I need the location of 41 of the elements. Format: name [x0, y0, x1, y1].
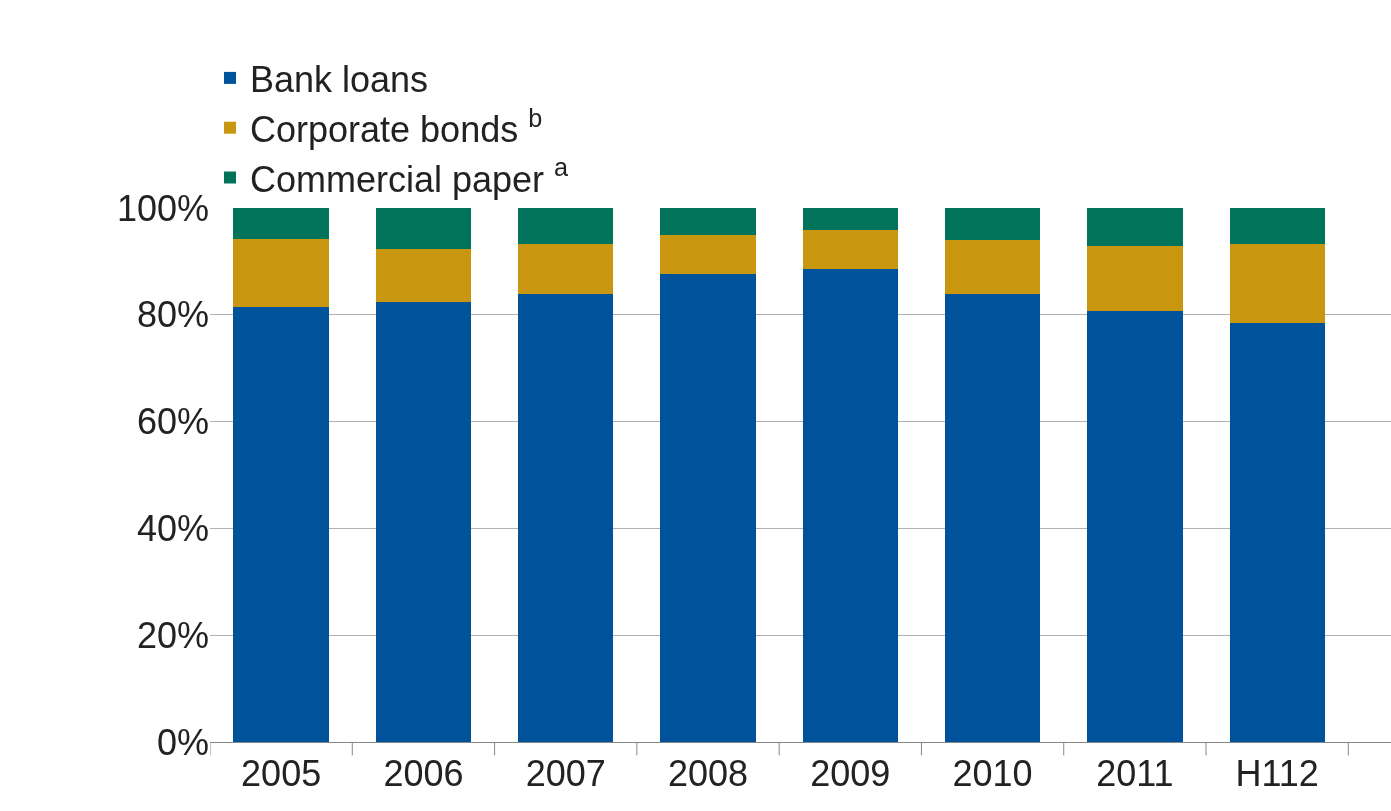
bar [660, 208, 756, 236]
bar [944, 208, 1041, 241]
bar [233, 306, 329, 742]
bar [518, 293, 614, 742]
y-tick-label: 60% [136, 401, 209, 443]
x-tick-label: 2008 [667, 753, 749, 795]
bar [233, 238, 329, 307]
y-tick-label: 0% [156, 721, 209, 763]
x-tick-label: 2011 [1096, 753, 1174, 795]
legend-label: Corporate bonds $^{b}$ [250, 103, 543, 150]
bar [1229, 208, 1325, 244]
x-tick-label: H112 [1235, 753, 1319, 795]
bar [944, 293, 1041, 742]
y-tick-label: 20% [136, 614, 209, 656]
bar [375, 208, 472, 250]
y-tick-label: 80% [136, 294, 209, 336]
x-tick-label: 2009 [810, 753, 891, 795]
bar [518, 243, 614, 294]
bar [660, 235, 756, 275]
bar [1087, 245, 1183, 312]
legend-label: Commercial paper $^{a}$ [250, 153, 570, 200]
y-tick-label: 100% [116, 187, 209, 229]
x-tick-label: 2007 [525, 753, 606, 795]
bar [233, 208, 329, 239]
bar [660, 274, 756, 742]
bar [375, 249, 472, 302]
bar [518, 208, 614, 244]
bar [802, 268, 898, 742]
y-tick-label: 40% [136, 508, 209, 549]
bar [1229, 322, 1325, 742]
x-tick-label: 2006 [383, 753, 464, 795]
bar [1229, 243, 1325, 323]
x-tick-label: 2010 [952, 753, 1033, 795]
bar [1087, 208, 1183, 246]
bar [375, 301, 472, 742]
legend-label: Bank loans [250, 58, 429, 100]
bar [802, 208, 898, 230]
bar [944, 240, 1041, 294]
x-tick-label: 2005 [241, 753, 322, 795]
bar [1087, 311, 1183, 742]
bar [802, 229, 898, 269]
